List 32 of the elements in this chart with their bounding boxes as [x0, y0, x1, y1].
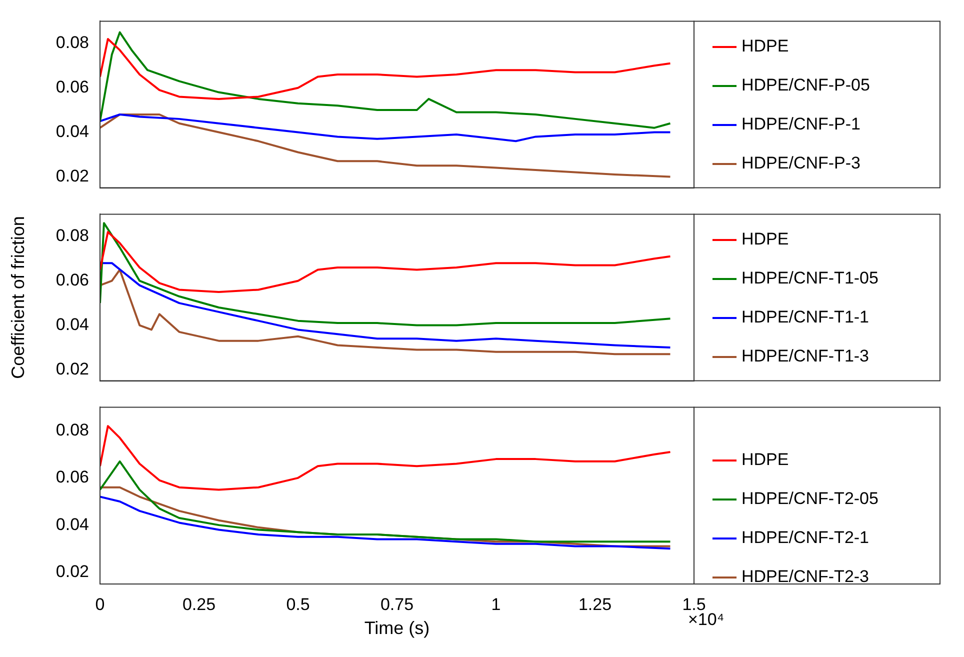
y-tick-label: 0.04	[56, 514, 89, 534]
y-tick-label: 0.04	[56, 122, 89, 141]
legend-label: HDPE/CNF-T1-05	[742, 268, 878, 288]
y-tick-label: 0.02	[56, 166, 89, 186]
x-tick-label: 0.75	[380, 594, 414, 614]
legend-label: HDPE/CNF-P-05	[742, 76, 870, 95]
legend-label: HDPE/CNF-P-3	[742, 154, 861, 173]
legend-label: HDPE	[742, 450, 789, 470]
legend-label: HDPE	[742, 230, 789, 249]
y-tick-label: 0.06	[56, 468, 89, 487]
x-tick-label: 1	[491, 594, 501, 614]
legend-label: HDPE/CNF-T2-05	[742, 489, 878, 508]
y-tick-label: 0.06	[56, 270, 89, 290]
legend-label: HDPE/CNF-T1-1	[742, 308, 870, 327]
y-tick-label: 0.08	[56, 420, 89, 440]
legend-label: HDPE/CNF-T1-3	[742, 346, 870, 366]
y-tick-label: 0.08	[56, 226, 89, 246]
y-axis-title: Coefficient of friction	[8, 216, 28, 379]
x-tick-label: 0	[95, 594, 105, 614]
legend-label: HDPE/CNF-T2-1	[742, 528, 870, 548]
y-tick-label: 0.04	[56, 314, 89, 334]
x-tick-label: 1.25	[578, 594, 612, 614]
x-tick-label: 0.5	[286, 594, 310, 614]
x-axis-title: Time (s)	[364, 618, 430, 638]
legend-label: HDPE	[742, 36, 789, 56]
x-tick-label: 0.25	[182, 594, 216, 614]
y-tick-label: 0.06	[56, 78, 89, 97]
y-tick-label: 0.02	[56, 562, 89, 581]
y-tick-label: 0.02	[56, 359, 89, 378]
y-tick-label: 0.08	[56, 33, 89, 52]
legend-label: HDPE/CNF-T2-3	[742, 567, 870, 586]
legend-label: HDPE/CNF-P-1	[742, 114, 861, 134]
